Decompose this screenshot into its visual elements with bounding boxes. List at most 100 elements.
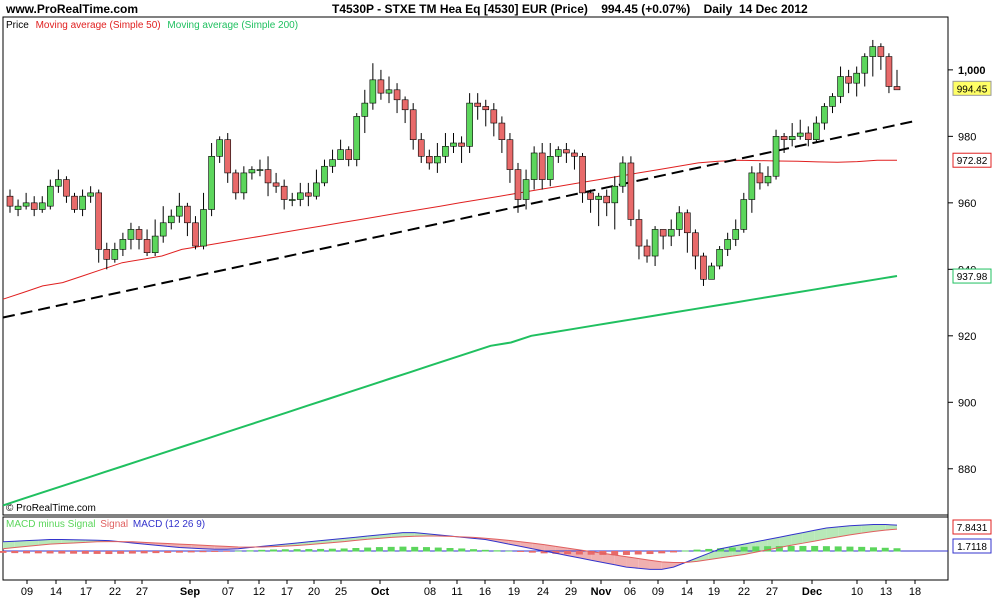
- y-tick-label: 1,000: [958, 65, 986, 77]
- candle-body: [772, 136, 780, 177]
- candle-body: [756, 172, 764, 184]
- x-tick-label: Nov: [591, 586, 613, 598]
- candle: [192, 216, 199, 250]
- candle: [700, 252, 707, 286]
- candle: [240, 166, 248, 200]
- legend-macd-line: MACD (12 26 9): [132, 519, 206, 530]
- candle-body: [667, 229, 675, 237]
- candle-body: [740, 199, 748, 230]
- candle-body: [361, 102, 369, 117]
- macd-histogram-bar: [493, 550, 501, 552]
- candle-body: [821, 106, 828, 124]
- candle-body: [563, 149, 570, 154]
- candle: [498, 116, 506, 153]
- macd-histogram-bar: [234, 550, 242, 552]
- macd-histogram-bar: [399, 546, 407, 552]
- macd-histogram-bar: [834, 546, 842, 552]
- candle: [305, 182, 312, 207]
- macd-histogram-bar: [93, 551, 101, 554]
- price-panel-frame: [2, 16, 949, 516]
- candle: [651, 226, 659, 266]
- macd-histogram-bar: [117, 551, 125, 554]
- macd-fill: [602, 553, 615, 565]
- macd-fill: [26, 540, 39, 547]
- candle: [272, 172, 280, 193]
- candle: [409, 103, 417, 150]
- candle: [167, 209, 175, 230]
- candle-body: [224, 139, 232, 174]
- ma200-value-tag-box: [952, 268, 992, 284]
- y-tick-label: 980: [958, 131, 976, 143]
- macd-histogram-bar: [258, 549, 266, 552]
- site-name[interactable]: www.ProRealTime.com: [6, 2, 139, 16]
- candle: [450, 133, 457, 153]
- candle-body: [893, 86, 901, 91]
- candle-body: [167, 215, 175, 224]
- macd-fill: [873, 524, 886, 532]
- candle-body: [885, 56, 893, 87]
- macd-histogram-bar: [728, 547, 736, 552]
- signal-value-tag: 1.7118: [957, 542, 987, 553]
- x-tick-label: 27: [766, 586, 778, 598]
- candle-body: [151, 235, 159, 254]
- candle-body: [458, 142, 465, 147]
- candle-body: [208, 155, 215, 210]
- candle-body: [595, 195, 602, 200]
- candle-body: [530, 152, 538, 180]
- macd-histogram-bar: [481, 549, 489, 552]
- candle-body: [708, 265, 715, 280]
- candle: [361, 89, 369, 134]
- candle: [6, 189, 14, 213]
- candle: [587, 189, 594, 213]
- candle: [143, 229, 151, 257]
- candle-body: [135, 229, 143, 240]
- ma200-value-tag: 937.98: [957, 272, 988, 283]
- macd-histogram-bar: [658, 551, 666, 554]
- candle: [571, 149, 578, 170]
- candle: [385, 76, 393, 104]
- candle-body: [22, 202, 30, 207]
- macd-histogram-bar: [281, 549, 289, 552]
- candle-body: [804, 132, 812, 140]
- candle: [788, 123, 796, 147]
- candle-body: [724, 239, 731, 250]
- candle-body: [401, 99, 409, 111]
- candle: [595, 192, 602, 227]
- x-tick-label: 07: [222, 586, 234, 598]
- candle-body: [555, 149, 562, 157]
- candle-body: [692, 232, 699, 257]
- candle: [30, 196, 38, 217]
- candle: [401, 96, 409, 124]
- candle-body: [450, 142, 457, 147]
- macd-histogram-bar: [858, 546, 866, 552]
- macd-fill: [791, 532, 803, 546]
- candle: [224, 133, 232, 183]
- macd-histogram-bar: [717, 548, 725, 552]
- trend-line: [2, 120, 914, 319]
- candle-body: [232, 172, 240, 194]
- macd-fill: [50, 539, 62, 545]
- macd-histogram-bar: [611, 551, 619, 556]
- macd-histogram-bar: [70, 551, 78, 554]
- x-tick-label: 12: [253, 586, 265, 598]
- candle-body: [288, 199, 296, 201]
- candle-body: [272, 182, 280, 187]
- x-tick-label: 22: [738, 586, 750, 598]
- candle: [184, 202, 191, 237]
- macd-histogram-bar: [246, 550, 254, 552]
- macd-histogram-bar: [670, 551, 677, 553]
- candle: [208, 143, 215, 217]
- candle-body: [845, 76, 852, 84]
- legend-ma200: Moving average (Simple 200): [167, 20, 299, 31]
- macd-fill: [638, 558, 650, 570]
- candle: [296, 182, 304, 207]
- candle: [603, 189, 611, 217]
- x-tick-label: 09: [21, 586, 33, 598]
- candle-body: [546, 155, 554, 180]
- candle: [63, 176, 70, 203]
- candle-body: [796, 132, 804, 137]
- candle-body: [248, 169, 256, 174]
- x-tick-label: 14: [50, 586, 62, 598]
- macd-histogram-bar: [893, 548, 901, 552]
